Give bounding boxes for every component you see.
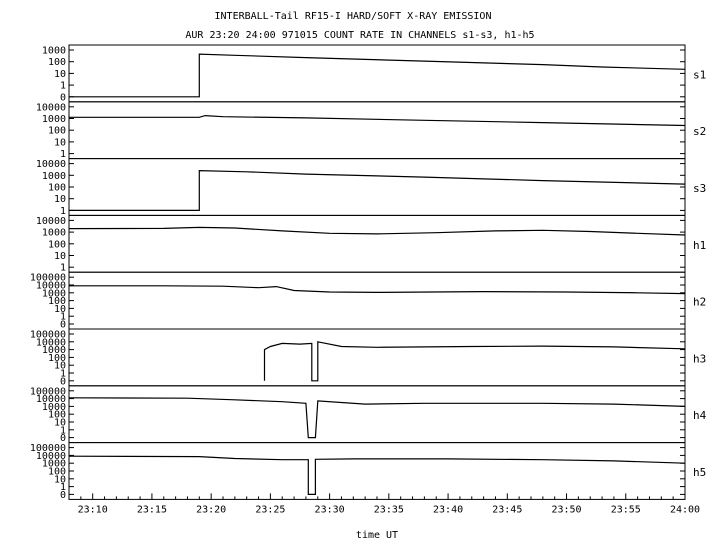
panel-label-s1: s1	[693, 68, 706, 81]
panel-label-s2: s2	[693, 125, 706, 138]
panel-frame	[68, 271, 686, 330]
series-line-h3	[263, 341, 686, 382]
y-tick-label: 10	[54, 194, 66, 205]
y-tick-label: 1	[60, 149, 66, 160]
y-tick-label: 10	[54, 304, 66, 315]
y-tick-label: 1000	[42, 345, 66, 356]
panel-label-h5: h5	[693, 466, 706, 479]
x-tick-label: 23:40	[433, 504, 463, 515]
y-tick-label: 100	[48, 239, 66, 250]
y-tick-label: 1	[60, 482, 66, 493]
y-tick-label: 1000	[42, 402, 66, 413]
y-tick-label: 100	[48, 467, 66, 478]
y-tick-label: 1	[60, 425, 66, 436]
panel-frame	[68, 158, 686, 216]
panel-label-h2: h2	[693, 296, 706, 309]
x-tick-label: 24:00	[670, 504, 700, 515]
x-tick-label: 23:35	[374, 504, 404, 515]
y-tick-label: 0	[60, 490, 66, 501]
y-tick-label: 1	[60, 369, 66, 380]
y-tick-label: 10	[54, 69, 66, 80]
series-line-h5	[68, 455, 686, 495]
panel-label-s3: s3	[693, 182, 706, 195]
y-tick-label: 100	[48, 410, 66, 421]
y-tick-label: 1	[60, 81, 66, 92]
y-tick-label: 1	[60, 206, 66, 217]
panel-frame	[68, 328, 686, 387]
y-tick-label: 0	[60, 92, 66, 103]
chart-subtitle: AUR 23:20 24:00 971015 COUNT RATE IN CHA…	[185, 30, 534, 41]
y-tick-label: 100	[48, 353, 66, 364]
series-line-h2	[69, 285, 686, 295]
y-tick-label: 1	[60, 263, 66, 274]
panel-frame	[68, 385, 686, 444]
y-tick-label: 1000	[42, 459, 66, 470]
panel-frame	[68, 101, 686, 160]
y-tick-label: 10000	[36, 394, 66, 405]
x-tick-label: 23:45	[492, 504, 522, 515]
panel-frame	[68, 214, 686, 273]
x-tick-label: 23:15	[137, 504, 167, 515]
y-tick-label: 100	[48, 183, 66, 194]
x-axis-label: time UT	[356, 530, 398, 541]
y-tick-label: 10	[54, 361, 66, 372]
y-tick-label: 100	[48, 126, 66, 137]
x-axis: 23:10 23:15 23:20 23:25 23:30 23:35 23:40 23:45…	[68, 493, 700, 515]
series-line-s3	[69, 169, 686, 211]
y-tick-label: 100000	[30, 443, 66, 454]
y-tick-label: 10	[54, 474, 66, 485]
y-tick-label: 10000	[36, 451, 66, 462]
series-line-h4	[68, 397, 686, 439]
y-tick-label: 0	[60, 376, 66, 387]
y-tick-label: 10000	[36, 281, 66, 292]
series-line-h1	[68, 226, 686, 236]
panels-group: 10001001010s1100001000100101s21000010001…	[30, 44, 707, 501]
y-tick-label: 1000	[42, 46, 66, 57]
y-tick-label: 10	[54, 251, 66, 262]
y-tick-label: 1000	[42, 288, 66, 299]
x-tick-label: 23:55	[611, 504, 641, 515]
y-tick-label: 1000	[42, 114, 66, 125]
chart-title: INTERBALL-Tail RF15-I HARD/SOFT X-RAY EM…	[215, 11, 492, 22]
y-tick-label: 0	[60, 320, 66, 331]
y-tick-label: 1000	[42, 171, 66, 182]
y-tick-label: 10000	[36, 102, 66, 113]
x-tick-label: 23:20	[196, 504, 226, 515]
panel-frame	[68, 442, 686, 500]
x-tick-label: 23:25	[255, 504, 285, 515]
series-line-s1	[69, 53, 686, 98]
y-tick-label: 1	[60, 312, 66, 323]
y-tick-label: 0	[60, 433, 66, 444]
x-tick-label: 23:30	[315, 504, 345, 515]
x-tick-label: 23:50	[551, 504, 581, 515]
panel-label-h4: h4	[693, 409, 707, 422]
y-tick-label: 10	[54, 418, 66, 429]
y-tick-label: 100	[48, 296, 66, 307]
panel-label-h3: h3	[693, 352, 706, 365]
y-tick-label: 100000	[30, 273, 66, 284]
y-tick-label: 10000	[36, 337, 66, 348]
y-tick-label: 100	[48, 57, 66, 68]
series-line-s2	[69, 114, 686, 127]
y-tick-label: 100000	[30, 386, 66, 397]
panel-label-h1: h1	[693, 239, 706, 252]
y-tick-label: 10000	[36, 159, 66, 170]
y-tick-label: 1000	[42, 228, 66, 239]
panel-frame	[68, 44, 686, 103]
y-tick-label: 100000	[30, 330, 66, 341]
y-tick-label: 10000	[36, 216, 66, 227]
y-tick-label: 10	[54, 137, 66, 148]
x-tick-label: 23:10	[78, 504, 108, 515]
